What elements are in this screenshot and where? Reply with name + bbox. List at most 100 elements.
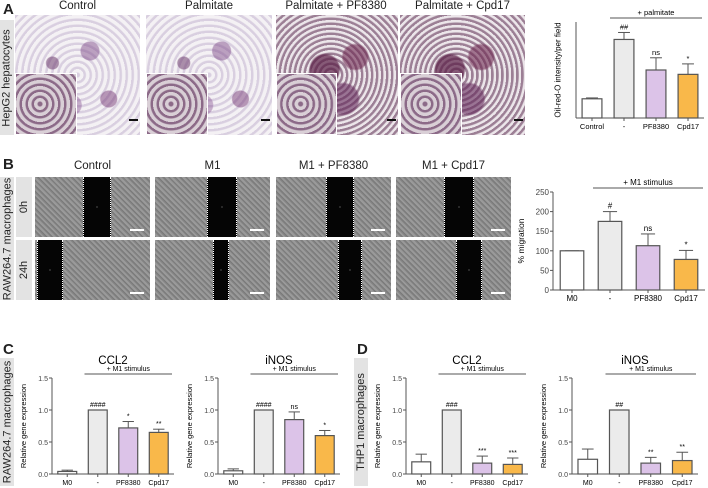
y-tick-label: 1.0 [204,408,214,415]
bar [581,98,603,119]
x-tick-label: Cpd17 [314,480,335,487]
bar [671,459,693,475]
y-tick-label: 1.5 [392,376,402,383]
x-tick-label: PF8380 [634,294,663,303]
scale-bar [387,119,396,121]
bar [597,220,623,291]
bar [87,409,108,475]
y-tick-label: 1.5 [558,376,568,383]
significance-label: * [687,54,690,63]
significance-label: #### [90,402,106,409]
panel-label-d: D [357,341,368,358]
y-axis-label: Relative gene expression [539,384,548,468]
y-tick-label: 1.5 [204,376,214,383]
micrograph-inset [146,73,209,135]
chart-c-inos: iNOS Relative gene expression 0.0 0.5 1.0 1.5… [185,355,340,487]
scratch-image [155,177,270,237]
chart-d-ccl2: CCL2 Relative gene expression 0.0 0.5 1.0 1.5… [373,355,528,487]
bar [472,462,493,475]
y-axis-label: Oil-red-O intensity/per field [554,22,563,117]
raw264-label: RAW264.7 macrophages [0,177,14,300]
y-tick-label: 200 [536,208,550,217]
micrograph-inset [276,73,337,135]
condition-title: Palmitate [185,0,233,12]
x-tick-label: PF8380 [282,480,307,487]
bar [57,470,78,475]
chart-b-migration: % migration 0 50 100 150 200 250 M0 - # PF8380 ns Cp… [516,178,705,303]
bar [502,463,523,475]
bar [677,73,699,119]
stimulus-label: + M1 stimulus [629,366,673,373]
hepg2-label: HepG2 hepatocytes [0,20,14,135]
condition-title: Control [73,160,112,172]
chart-d-inos: iNOS Relative gene expression 0.0 0.5 1.0 1.5… [539,355,698,487]
y-tick-label: 0.0 [558,472,568,479]
y-tick-label: 1.0 [392,408,402,415]
x-tick-label: Cpd17 [148,480,169,487]
x-tick-label: - [263,480,266,487]
significance-label: * [127,414,130,421]
scratch-image [276,177,391,237]
stimulus-label: + M1 stimulus [107,366,151,373]
significance-label: #### [256,402,272,409]
x-tick-label: - [623,122,626,131]
x-tick-label: M0 [583,480,593,487]
condition-title: Control [58,0,97,12]
y-tick-label: 1.5 [38,376,48,383]
bar [284,418,305,475]
condition-title: Palmitate + PF8380 [285,0,387,12]
stimulus-label: + M1 stimulus [273,366,317,373]
y-tick-label: 1.0 [38,408,48,415]
panel-label-b: B [3,156,14,173]
significance-label: ## [620,22,629,31]
chart-title: iNOS [621,355,649,367]
panel-label-c: C [3,341,14,358]
significance-label: ### [446,402,458,409]
chart-a-oil-red-o: Oil-red-O intensity/per field Control - ## P… [554,8,704,131]
scratch-image [396,240,511,300]
x-tick-label: PF8380 [116,480,141,487]
stimulus-label: + palmitate [638,8,675,17]
significance-label: ns [644,224,652,233]
scratch-image [276,240,391,300]
bar [148,431,169,475]
significance-label: *** [478,448,486,455]
y-tick-label: 1.0 [558,408,568,415]
timepoint-label: 0h [16,177,32,237]
thp1-label: THP1 macrophages [354,358,368,486]
significance-label: ## [615,402,623,409]
x-tick-label: - [97,480,100,487]
scratch-image [396,177,511,237]
y-tick-label: 50 [540,266,549,275]
x-tick-label: M0 [416,480,426,487]
y-axis-label: Relative gene expression [373,384,382,468]
x-tick-label: Cpd17 [677,122,699,131]
significance-label: * [684,240,687,249]
chart-title: iNOS [265,355,293,367]
y-tick-label: 0.5 [38,440,48,447]
y-axis-label: Relative gene expression [185,384,194,468]
chart-title: CCL2 [98,355,127,367]
bar [411,461,432,475]
x-tick-label: PF8380 [470,480,495,487]
micrograph-palmitate-pf8380 [276,15,398,135]
bar [253,409,274,475]
bar [314,434,335,475]
x-tick-label: PF8380 [638,480,663,487]
significance-label: ** [156,421,162,428]
bar [577,458,599,475]
significance-label: ** [648,449,654,456]
bar [608,409,630,475]
significance-label: ns [291,404,299,411]
micrograph-palmitate [146,15,272,135]
x-tick-label: M0 [62,480,72,487]
y-tick-label: 0.5 [558,440,568,447]
y-tick-label: 0.0 [38,472,48,479]
stimulus-label: + M1 stimulus [623,178,673,187]
condition-title: M1 [204,160,221,172]
chart-c-ccl2: CCL2 Relative gene expression 0.0 0.5 1.0 1.5… [19,355,174,487]
condition-title: M1 + PF8380 [298,160,369,172]
bar [673,258,699,291]
x-tick-label: Cpd17 [672,480,693,487]
